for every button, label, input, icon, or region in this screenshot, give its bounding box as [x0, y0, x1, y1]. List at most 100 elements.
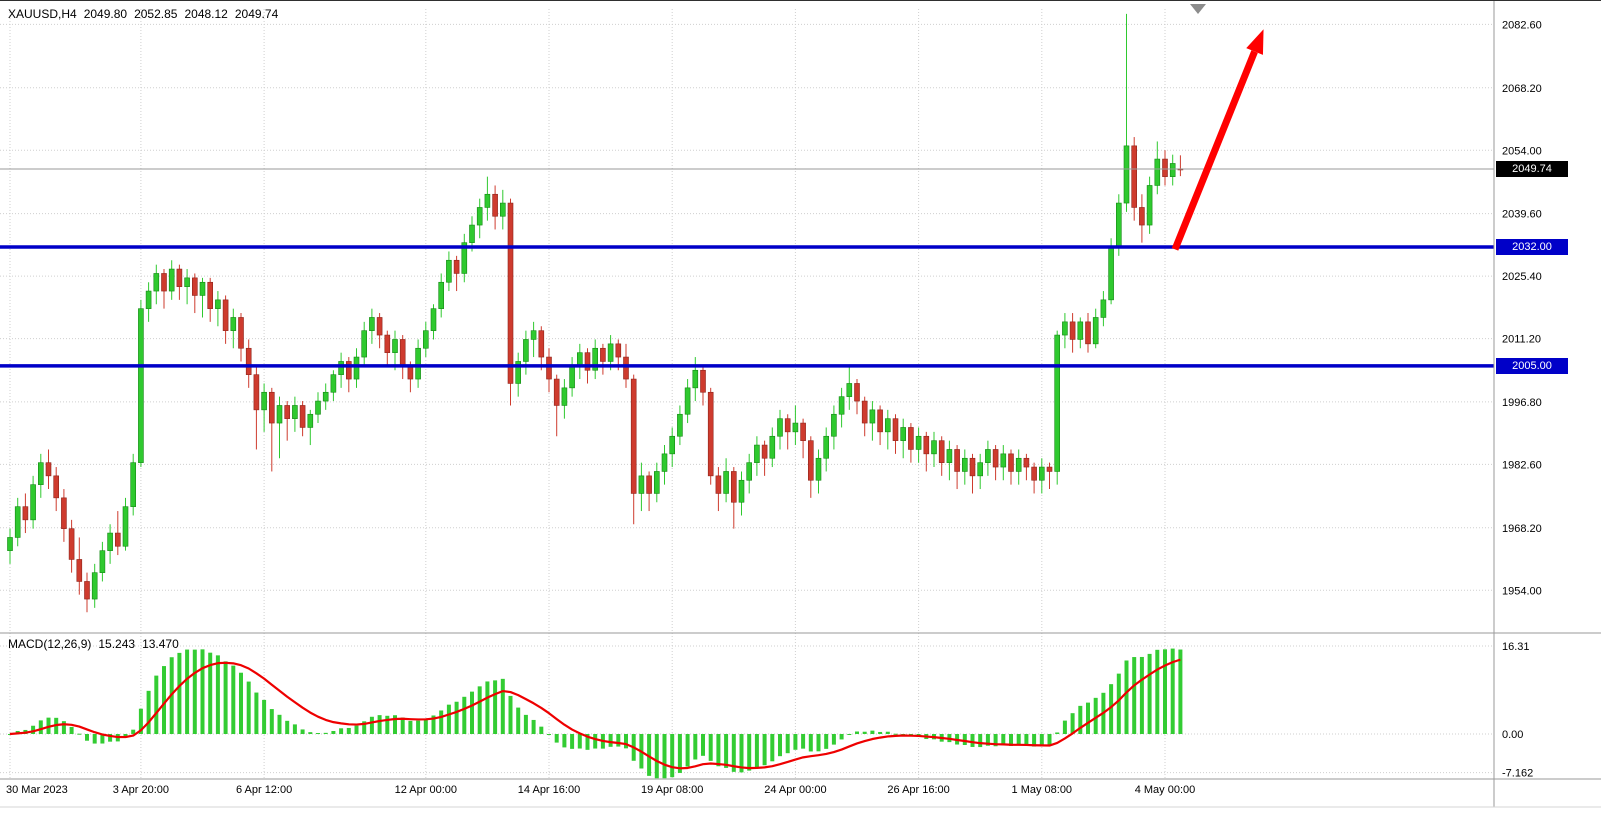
candle-body: [1123, 145, 1130, 204]
macd-histogram-bar: [547, 734, 551, 735]
candle-body: [330, 374, 337, 393]
macd-indicator-label: MACD(12,26,9) 15.243 13.470: [8, 637, 186, 651]
candle-body: [392, 339, 398, 353]
macd-histogram-bar: [454, 701, 459, 734]
candle-body: [1131, 145, 1137, 208]
candle-body: [777, 418, 783, 437]
macd-histogram-bar: [439, 710, 444, 734]
candle-body: [861, 400, 868, 424]
macd-histogram-bar: [554, 734, 559, 743]
macd-main-value: 15.243: [98, 637, 136, 651]
candle-body: [854, 383, 860, 402]
macd-histogram-bar: [162, 666, 166, 734]
macd-axis-label: 0.00: [1502, 729, 1523, 741]
macd-histogram-bar: [1047, 734, 1052, 747]
candle-body: [1154, 158, 1161, 186]
macd-axis-label: -7.162: [1502, 768, 1533, 780]
candle-body: [515, 361, 522, 384]
macd-histogram-bar: [1155, 649, 1160, 734]
candle-body: [738, 479, 745, 503]
candle-body: [546, 356, 552, 380]
macd-histogram-bar: [885, 731, 890, 734]
candle-body: [1069, 321, 1076, 340]
candle-body: [1039, 466, 1045, 481]
candle-body: [338, 361, 344, 375]
price-axis-label: 2068.20: [1502, 83, 1542, 95]
symbol-timeframe-label: XAUUSD,H4: [8, 7, 77, 21]
macd-histogram-bar: [785, 734, 790, 754]
candle-body: [261, 391, 267, 411]
macd-histogram-bar: [1078, 705, 1083, 734]
candle-body: [422, 330, 429, 349]
macd-histogram-bar: [593, 734, 598, 749]
candle-body: [523, 339, 529, 362]
macd-histogram-bar: [778, 734, 782, 757]
macd-histogram-bar: [654, 734, 659, 779]
macd-histogram-bar: [246, 681, 251, 734]
time-axis-label: 24 Apr 00:00: [764, 784, 826, 796]
macd-histogram-bar: [577, 734, 582, 749]
candle-body: [792, 422, 799, 433]
macd-histogram-bar: [693, 734, 698, 760]
price-axis-label: 1968.20: [1502, 523, 1542, 535]
candle-body: [538, 330, 545, 358]
candle-body: [707, 391, 714, 477]
candle-body: [946, 449, 953, 463]
macd-histogram-bar: [316, 733, 320, 735]
macd-histogram-bar: [1178, 649, 1183, 734]
candle-body: [276, 405, 283, 424]
candle-body: [908, 427, 914, 450]
macd-histogram-bar: [870, 730, 875, 734]
macd-histogram-bar: [77, 733, 82, 735]
candle-body: [1023, 457, 1030, 468]
candle-body: [723, 471, 729, 494]
trend-arrow[interactable]: [1171, 29, 1264, 251]
macd-histogram-bar: [470, 691, 474, 734]
macd-axis-label: 16.31: [1502, 641, 1530, 653]
horizontal-line-objects[interactable]: [0, 245, 1494, 368]
macd-histogram-bar: [285, 720, 290, 734]
macd-histogram-bar: [31, 725, 36, 734]
macd-histogram-bar: [824, 734, 829, 749]
arrow-head[interactable]: [1246, 29, 1264, 55]
candle-body: [399, 339, 406, 367]
macd-histogram-bar: [331, 731, 336, 734]
macd-histogram-bar: [154, 675, 159, 734]
candle-body: [931, 440, 937, 455]
candle-body: [954, 449, 960, 472]
macd-histogram-bar: [831, 734, 836, 745]
time-axis-label: 26 Apr 16:00: [887, 784, 949, 796]
candle-body: [1162, 158, 1168, 177]
candle-body: [838, 396, 845, 415]
candle-body: [815, 457, 822, 481]
macd-signal-value: 13.470: [142, 637, 179, 651]
macd-histogram-bar: [508, 695, 513, 734]
macd-histogram-bar: [254, 692, 259, 734]
macd-histogram-bar: [970, 734, 975, 747]
candle-body: [961, 457, 968, 472]
candle-body: [430, 308, 437, 331]
candle-body: [669, 435, 676, 455]
macd-histogram-bar: [1086, 702, 1090, 734]
grid-layer: [0, 9, 1494, 779]
macd-histogram-bar: [69, 726, 74, 734]
macd-histogram-bar: [239, 672, 243, 734]
candle-body: [307, 413, 314, 428]
candle-body: [107, 532, 113, 551]
candle-body: [7, 537, 13, 551]
macd-histogram-bar: [1124, 660, 1129, 734]
chart-shift-marker-icon[interactable]: [1190, 4, 1206, 14]
macd-histogram-bar: [477, 686, 482, 734]
macd-histogram-bar: [1070, 713, 1075, 734]
macd-histogram-bar: [346, 727, 351, 734]
candle-body: [469, 224, 475, 243]
price-axis-label: 2011.20: [1502, 334, 1541, 346]
candle-body: [892, 418, 899, 441]
candle-body: [692, 369, 699, 389]
macd-histogram-bar: [215, 655, 220, 734]
candle-body: [215, 299, 221, 309]
macd-histogram-bar: [393, 715, 397, 734]
candle-body: [1015, 457, 1022, 472]
arrow-shaft[interactable]: [1171, 50, 1258, 251]
